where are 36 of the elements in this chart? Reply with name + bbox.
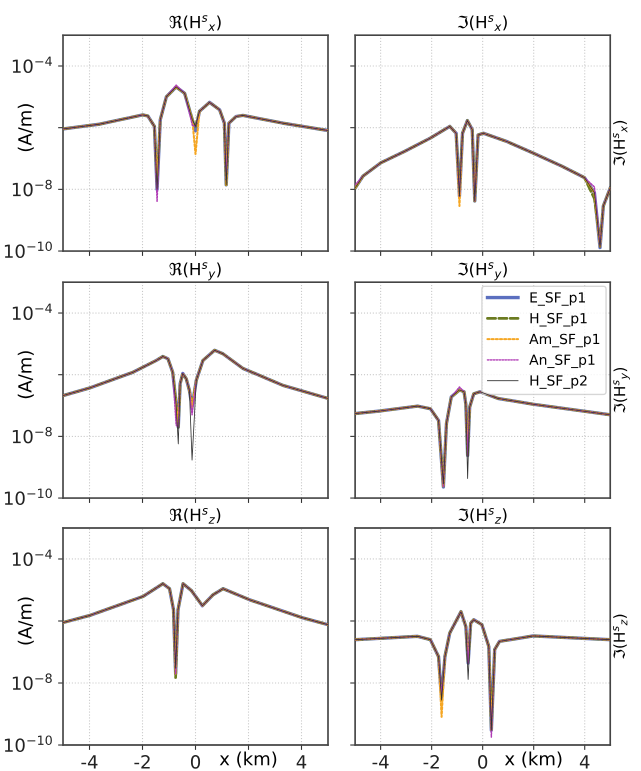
x-tick-label: -4 <box>81 755 98 768</box>
x-tick-label: -2 <box>134 755 150 768</box>
x-tick-label: -4 <box>372 755 389 768</box>
chart-title: ℜ(H$^{s}$$_{y}$) <box>170 262 221 280</box>
y-tick-label: 10$^{−4}$ <box>12 550 52 566</box>
y-axis-title: (A/m) <box>18 351 34 398</box>
y-axis-title: (A/m) <box>18 104 34 152</box>
x-axis-title: x (km) <box>220 752 276 768</box>
y2-axis-title: ℑ(H$^{s}$$_{z}$) <box>612 614 628 659</box>
legend-label: An_SF_p1 <box>529 354 594 368</box>
y-tick-label: 10$^{−8}$ <box>12 426 52 444</box>
x-tick-label: 0 <box>478 755 488 769</box>
y-tick-label: 10$^{−8}$ <box>12 673 52 690</box>
x-tick-label: 0 <box>190 755 200 769</box>
y-axis-title: (A/m) <box>18 597 34 644</box>
x-axis-title: x (km) <box>504 752 562 768</box>
chart-title: ℑ(H$^{s}$$_{z}$) <box>458 508 506 524</box>
legend-label: Am_SF_p1 <box>529 334 600 348</box>
x-tick-label: 4 <box>296 755 306 768</box>
chart-title: ℜ(H$^{s}$$_{x}$) <box>170 15 221 31</box>
x-tick-label: 4 <box>580 755 590 768</box>
y-tick-label: 10$^{−10}$ <box>4 735 52 752</box>
legend-label: H_SF_p1 <box>530 312 587 327</box>
chart-title: ℑ(H$^{s}$$_{x}$) <box>458 15 507 31</box>
x-tick-label: -2 <box>424 755 439 768</box>
y-tick-label: 10$^{−10}$ <box>4 241 52 258</box>
y2-axis-title: ℑ(H$^{s}$$_{y}$) <box>613 368 630 413</box>
y2-axis-title: ℑ(H$^{s}$$_{x}$) <box>612 120 628 166</box>
chart-title: ℑ(H$^{s}$$_{y}$) <box>458 262 507 280</box>
y-tick-label: 10$^{−10}$ <box>4 488 52 506</box>
y-tick-label: 10$^{−8}$ <box>12 180 52 196</box>
y-tick-label: 10$^{−4}$ <box>12 304 52 320</box>
chart-title: ℜ(H$^{s}$$_{z}$) <box>170 508 220 524</box>
y-tick-label: 10$^{−4}$ <box>12 56 52 73</box>
legend-label: E_SF_p1 <box>530 292 585 306</box>
legend-label: H_SF_p2 <box>530 375 587 389</box>
